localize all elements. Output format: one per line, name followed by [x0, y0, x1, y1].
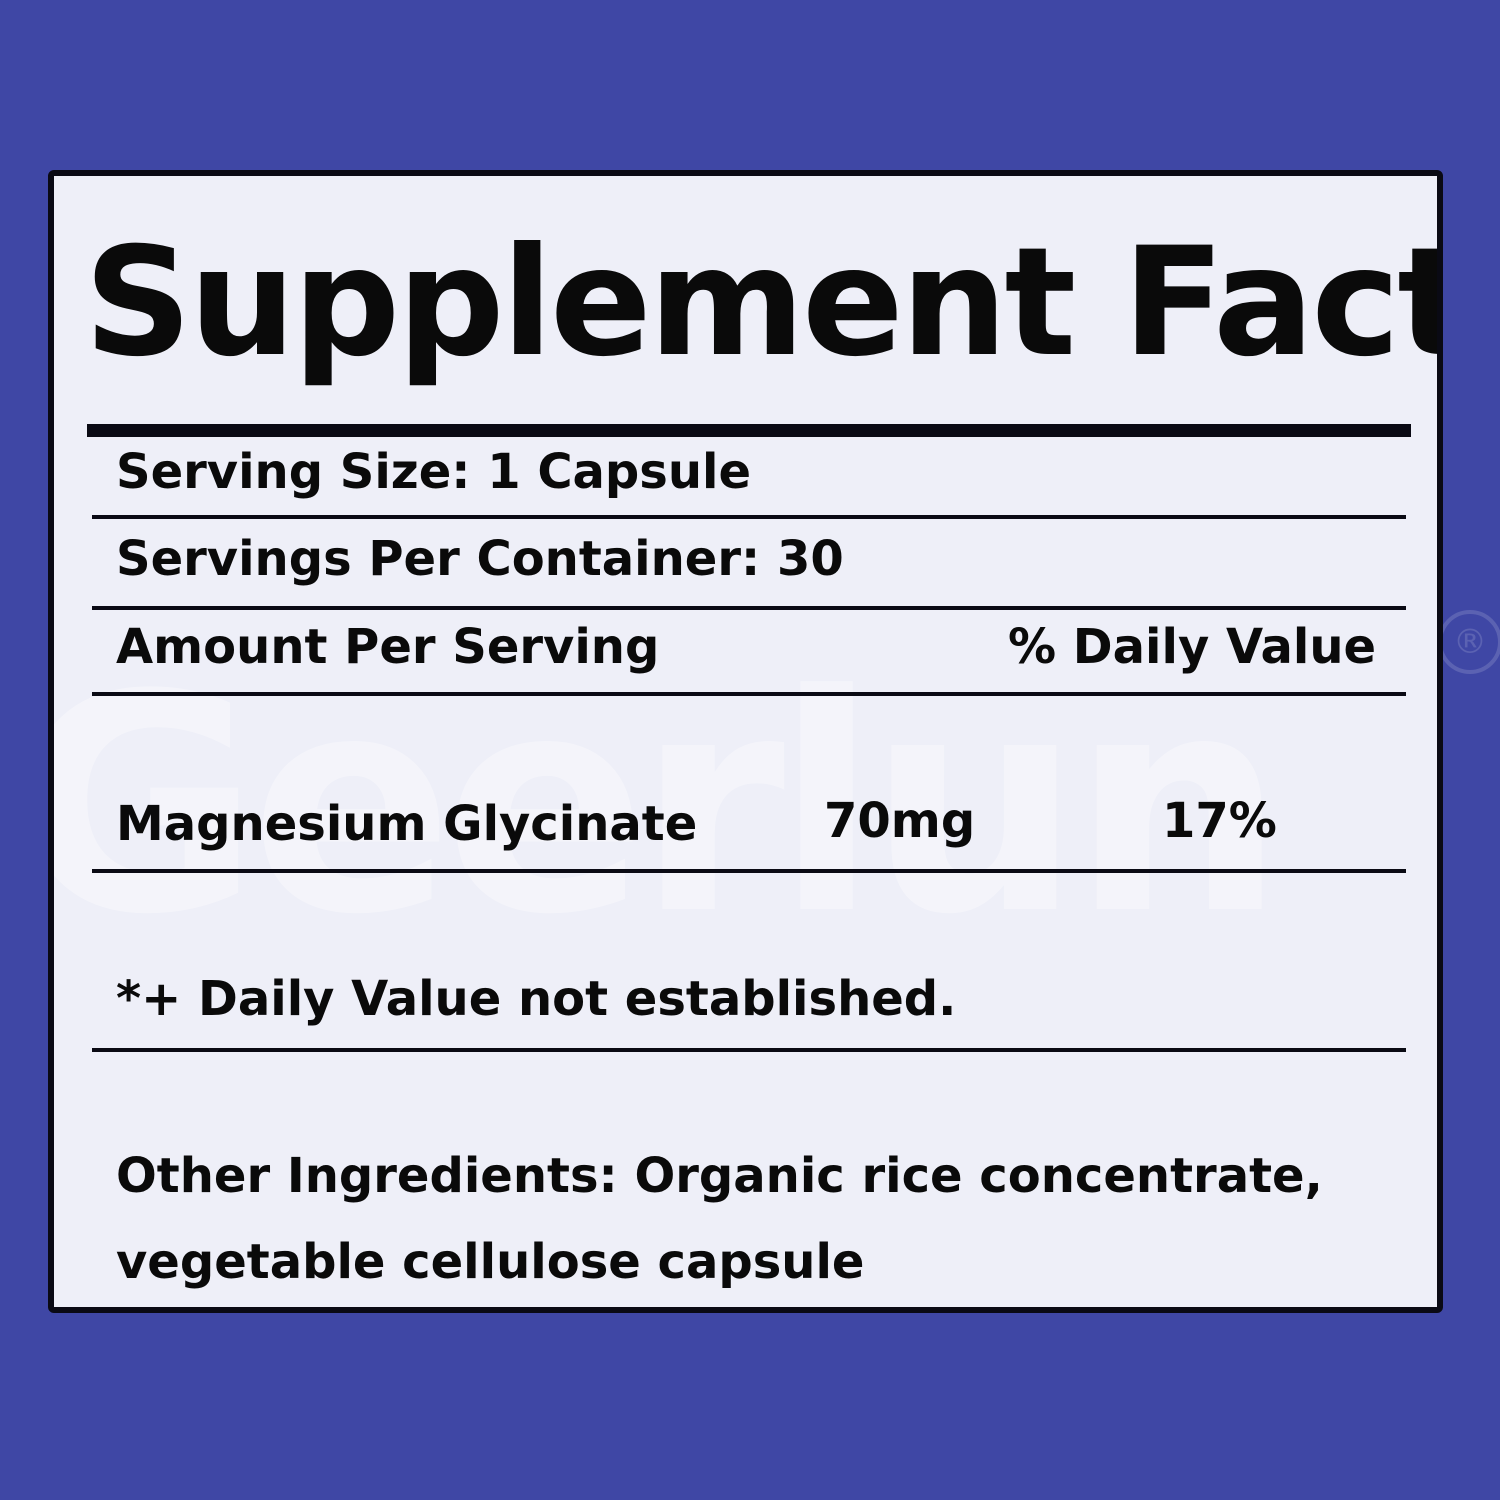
- divider: [92, 606, 1406, 610]
- divider-thick: [87, 424, 1411, 437]
- ingredient-daily-value: 17%: [1162, 793, 1277, 849]
- other-ingredients-line1: Other Ingredients: Organic rice concentr…: [116, 1148, 1323, 1204]
- daily-value-header: % Daily Value: [1008, 619, 1377, 675]
- ingredient-name: Magnesium Glycinate: [116, 796, 698, 852]
- divider: [92, 515, 1406, 519]
- divider: [92, 869, 1406, 873]
- servings-per-container: Servings Per Container: 30: [116, 531, 844, 587]
- watermark-logo: Geerlun: [48, 631, 1285, 980]
- amount-header: Amount Per Serving: [116, 619, 660, 675]
- other-ingredients-line2: vegetable cellulose capsule: [116, 1234, 865, 1290]
- supplement-facts-panel: Geerlun Supplement Facts Serving Size: 1…: [48, 170, 1443, 1313]
- footnote: *+ Daily Value not established.: [116, 971, 957, 1027]
- page-title: Supplement Facts: [84, 216, 1443, 390]
- serving-size: Serving Size: 1 Capsule: [116, 444, 752, 500]
- registered-mark-icon: ®: [1438, 610, 1500, 674]
- ingredient-amount: 70mg: [824, 793, 976, 849]
- divider: [92, 692, 1406, 696]
- divider: [92, 1048, 1406, 1052]
